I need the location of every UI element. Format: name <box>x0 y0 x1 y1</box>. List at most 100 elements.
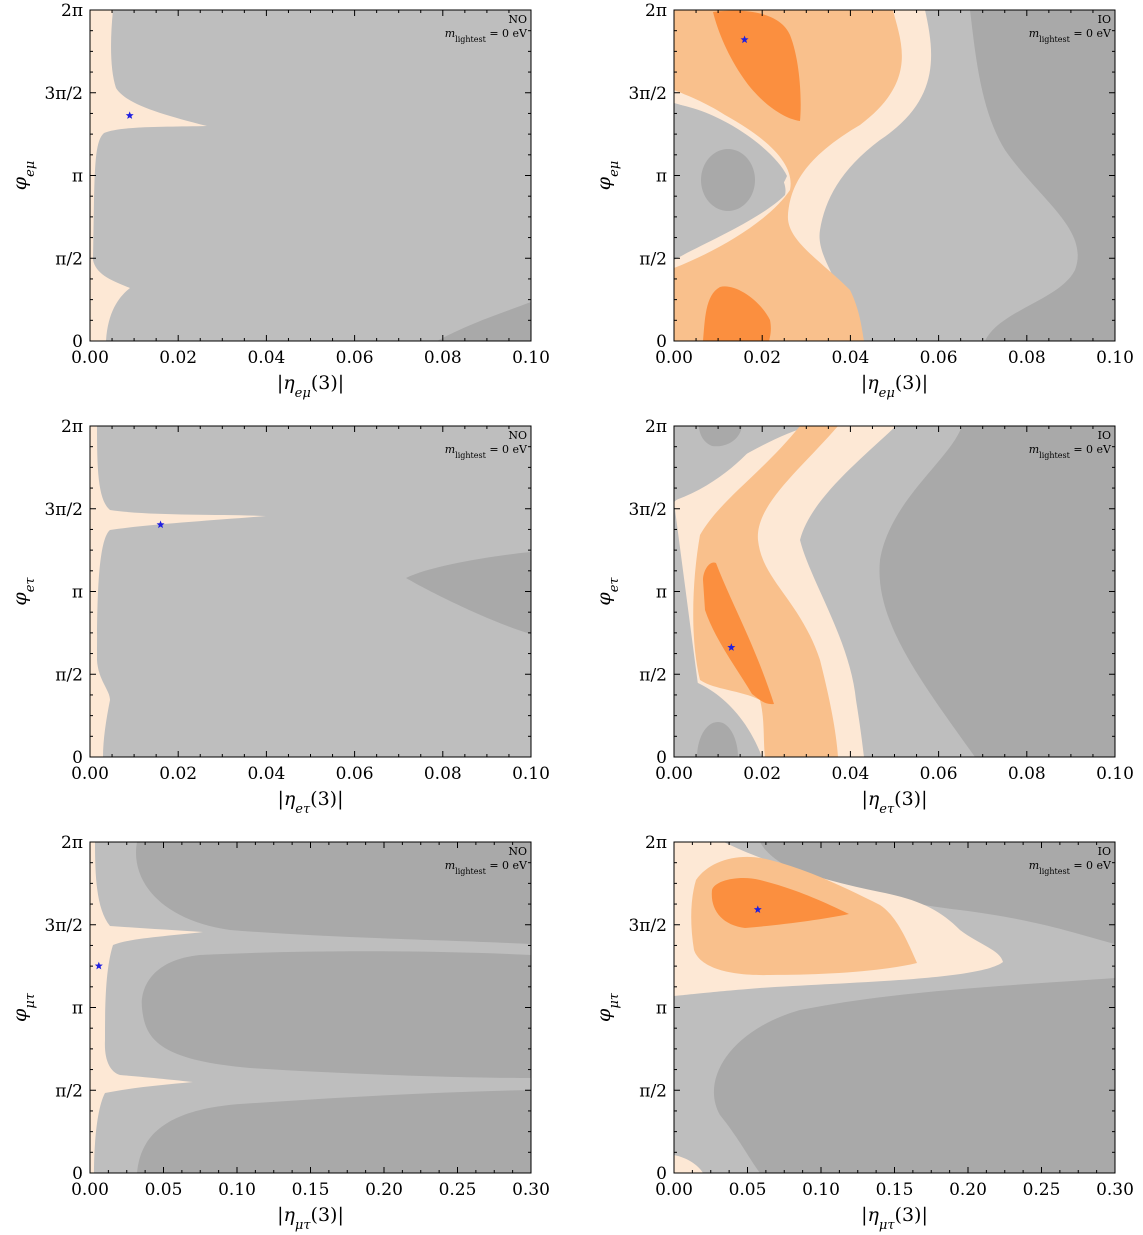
x-axis-label: |ημτ(3)| <box>277 1204 344 1233</box>
region-gray-dark-island <box>701 149 755 211</box>
axes-top-left: 0.00 0.02 0.04 0.06 0.08 0.10 0 π/2 π 3π/2 2π |ηeμ(… <box>9 1 550 401</box>
region-orange-dark <box>713 10 801 121</box>
y-axis-label: φeτ <box>9 577 38 606</box>
x-tick-label: 0.04 <box>831 764 869 784</box>
best-fit-marker <box>94 961 103 970</box>
y-tick-label: 2π <box>645 833 667 853</box>
x-tick-label: 0.05 <box>729 1180 767 1200</box>
x-tick-label: 0.06 <box>920 764 958 784</box>
hierarchy-label: NO <box>508 845 527 858</box>
region-orange-dark <box>703 562 774 705</box>
y-tick-label: 2π <box>61 417 83 437</box>
contour-regions <box>90 842 531 1173</box>
x-tick-label: 0.25 <box>1023 1180 1061 1200</box>
best-fit-marker <box>753 905 762 913</box>
x-tick-label: 0.04 <box>247 764 285 784</box>
y-tick-label: π <box>656 999 667 1019</box>
x-tick-label: 0.04 <box>831 348 869 368</box>
x-tick-label: 0.00 <box>71 1180 109 1200</box>
y-tick-label: π/2 <box>639 1081 667 1101</box>
x-tick-label: 0.00 <box>655 1180 693 1200</box>
y-tick-label: 3π/2 <box>44 916 83 936</box>
x-tick-label: 0.25 <box>439 1180 477 1200</box>
y-axis-label-group: φeτ <box>593 577 622 606</box>
x-tick-label: 0.02 <box>159 764 197 784</box>
y-tick-label: 2π <box>61 1 83 21</box>
y-tick-label: π/2 <box>55 249 83 269</box>
x-tick-label: 0.08 <box>1008 764 1046 784</box>
x-tick-label: 0.02 <box>743 764 781 784</box>
best-fit-marker <box>727 643 736 651</box>
best-fit-marker <box>156 520 165 529</box>
x-tick-label: 0.10 <box>512 348 550 368</box>
contour-regions <box>674 10 1115 341</box>
y-tick-label: π/2 <box>639 249 667 269</box>
region-gray-light-lower <box>674 675 762 757</box>
region-gray-dark-upper <box>699 426 742 447</box>
region-orange-light-lower <box>674 1155 703 1173</box>
contour-regions <box>90 426 531 757</box>
best-fit-marker <box>740 35 749 44</box>
region-gray-light-upper <box>674 426 770 500</box>
x-tick-label: 0.02 <box>159 348 197 368</box>
contour-regions <box>90 10 531 341</box>
y-tick-label: 0 <box>72 1164 83 1184</box>
y-tick-label: 3π/2 <box>628 84 667 104</box>
panel-eμ-no <box>89 9 532 342</box>
y-axis-label-group: φeτ <box>9 577 38 606</box>
y-axis-label: φeμ <box>9 161 38 190</box>
y-tick-label: 2π <box>645 417 667 437</box>
x-tick-label: 0.00 <box>71 348 109 368</box>
y-tick-label: 3π/2 <box>628 916 667 936</box>
y-tick-label: π <box>72 167 83 187</box>
y-tick-label: 0 <box>72 748 83 768</box>
x-tick-label: 0.05 <box>145 1180 183 1200</box>
best-fit-marker <box>125 111 134 119</box>
y-tick-label: 0 <box>656 748 667 768</box>
x-tick-label: 0.10 <box>218 1180 256 1200</box>
region-gray-dark <box>406 552 531 634</box>
axes-bottom-right: 0.00 0.05 0.10 0.15 0.20 0.25 0.30 0 π/2 π 3π/2 2π |… <box>593 833 1134 1233</box>
y-tick-label: π/2 <box>639 665 667 685</box>
region-orange-dark-lower <box>703 286 771 341</box>
contour-regions <box>674 426 1115 757</box>
mlightest-label: mlightest = 0 eV <box>445 443 528 460</box>
x-tick-label: 0.00 <box>655 348 693 368</box>
hierarchy-label: NO <box>508 429 527 442</box>
region-orange-mid <box>674 10 902 341</box>
x-tick-label: 0.06 <box>336 348 374 368</box>
y-tick-label: 3π/2 <box>44 84 83 104</box>
y-axis-label: φeμ <box>593 161 622 190</box>
mlightest-label: mlightest = 0 eV <box>1029 27 1112 44</box>
region-gray-dark <box>437 302 531 341</box>
axes-top-right: 0.00 0.02 0.04 0.06 0.08 0.10 0 π/2 π 3π/2 2π |ηeμ(… <box>593 1 1134 401</box>
hierarchy-label: NO <box>508 13 527 26</box>
mlightest-label: mlightest = 0 eV <box>1029 859 1112 876</box>
panel-μτ-io <box>673 841 1116 1174</box>
y-tick-label: π/2 <box>55 665 83 685</box>
contour-regions <box>674 842 1115 1173</box>
y-tick-label: π <box>72 583 83 603</box>
y-axis-label-group: φμτ <box>9 992 38 1022</box>
x-tick-label: 0.10 <box>512 764 550 784</box>
axes-layer: 0.00 0.02 0.04 0.06 0.08 0.10 0 π/2 π 3π/2 2π |ηeμ(… <box>9 1 1134 1233</box>
axes-middle-left: 0.00 0.02 0.04 0.06 0.08 0.10 0 π/2 π 3π/2 2π |ηeτ(… <box>9 417 550 817</box>
x-tick-label: 0.10 <box>1096 764 1134 784</box>
y-tick-label: 2π <box>645 1 667 21</box>
x-tick-label: 0.08 <box>1008 348 1046 368</box>
x-axis-label: |ηeμ(3)| <box>861 372 928 401</box>
x-axis-label: |ηeτ(3)| <box>861 788 927 817</box>
x-tick-label: 0.04 <box>247 348 285 368</box>
y-tick-label: 0 <box>656 332 667 352</box>
x-tick-label: 0.08 <box>424 348 462 368</box>
y-tick-label: 0 <box>72 332 83 352</box>
region-orange-mid <box>693 426 838 757</box>
x-tick-label: 0.30 <box>512 1180 550 1200</box>
x-tick-label: 0.06 <box>920 348 958 368</box>
x-tick-label: 0.08 <box>424 764 462 784</box>
y-axis-label: φμτ <box>593 992 622 1022</box>
y-axis-label-group: φeμ <box>9 161 38 190</box>
y-tick-label: π/2 <box>55 1081 83 1101</box>
x-tick-label: 0.00 <box>71 764 109 784</box>
x-tick-label: 0.06 <box>336 764 374 784</box>
